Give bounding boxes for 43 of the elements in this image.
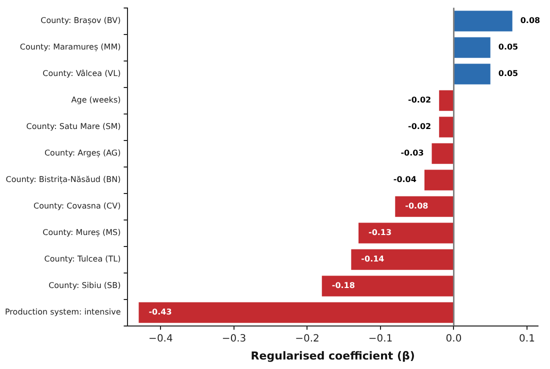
y-tick-label: County: Argeș (AG) — [44, 148, 121, 158]
data-label: 0.05 — [498, 42, 519, 52]
bar — [439, 90, 454, 111]
data-label: -0.13 — [368, 228, 392, 238]
bar — [432, 143, 454, 164]
x-tick-label: −0.4 — [148, 333, 173, 344]
data-label: -0.03 — [400, 148, 424, 158]
bar — [454, 10, 512, 32]
y-tick-label: County: Mureș (MS) — [42, 228, 121, 238]
data-label: -0.02 — [408, 122, 432, 132]
y-tick-label: Production system: intensive — [5, 308, 121, 317]
bar — [138, 302, 454, 323]
y-tick-label: County: Brașov (BV) — [40, 16, 121, 26]
y-tick-label: County: Vâlcea (VL) — [42, 69, 121, 78]
data-label: -0.14 — [361, 254, 385, 264]
bar — [322, 276, 454, 296]
y-tick-label: County: Satu Mare (SM) — [26, 122, 121, 132]
x-tick-label: 0.0 — [446, 333, 462, 344]
data-label: -0.02 — [408, 96, 432, 105]
x-tick-label: −0.2 — [295, 333, 320, 344]
bar — [454, 64, 490, 84]
bar — [424, 170, 454, 190]
y-tick-label: County: Bistrița-Năsăud (BN) — [6, 175, 121, 184]
y-tick-label: Age (weeks) — [71, 96, 121, 105]
y-tick-label: County: Covasna (CV) — [33, 202, 121, 211]
bar — [454, 37, 490, 58]
x-tick-label: −0.1 — [368, 333, 393, 344]
data-label: -0.43 — [148, 308, 172, 317]
x-axis-title: Regularised coefficient (β) — [250, 349, 415, 362]
data-label: 0.05 — [498, 69, 519, 78]
data-label: 0.08 — [520, 16, 541, 26]
y-tick-label: County: Tulcea (TL) — [44, 254, 121, 264]
bar — [395, 196, 454, 217]
data-label: -0.04 — [393, 175, 417, 184]
y-tick-label: County: Maramureș (MM) — [20, 42, 121, 52]
data-label: -0.08 — [405, 202, 429, 211]
bar — [439, 116, 454, 138]
x-tick-label: 0.1 — [519, 333, 535, 344]
data-label: -0.18 — [332, 281, 356, 290]
y-tick-label: County: Sibiu (SB) — [48, 281, 121, 290]
bar — [351, 249, 454, 270]
x-tick-label: −0.3 — [222, 333, 246, 344]
bar — [358, 222, 454, 244]
